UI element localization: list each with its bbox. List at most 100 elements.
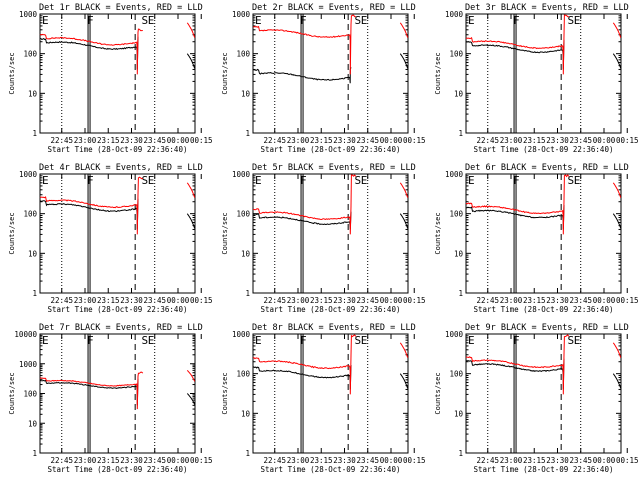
series-line-events — [40, 36, 139, 70]
series-line-events-late — [612, 373, 622, 389]
marker-label: E — [574, 334, 581, 347]
marker-label: E — [468, 334, 475, 347]
chart-panel-2: Det 2r BLACK = Events, RED = LLD 1 10 100 10… — [221, 3, 426, 154]
marker-label: S — [355, 174, 362, 187]
y-axis-label: Counts/sec — [434, 372, 442, 414]
x-tick-label: 00:00 — [380, 136, 403, 145]
chart-panel-3: Det 3r BLACK = Events, RED = LLD 1 10 100 10… — [434, 3, 639, 154]
x-tick-label: 23:00 — [74, 136, 97, 145]
x-tick-label: 23:45 — [569, 296, 592, 305]
x-tick-label: 23:15 — [310, 456, 333, 465]
x-tick-label: 23:00 — [287, 456, 310, 465]
marker-label: E — [574, 14, 581, 27]
marker-label: E — [361, 14, 368, 27]
marker-label: E — [42, 334, 49, 347]
marker-label: E — [148, 174, 155, 187]
plot-frame — [252, 173, 409, 294]
marker-label: F — [87, 334, 94, 347]
x-tick-label: 22:45 — [50, 456, 73, 465]
x-tick-label: 23:30 — [120, 136, 143, 145]
series-line-lld-late — [186, 370, 196, 382]
chart-panel-5: Det 5r BLACK = Events, RED = LLD 1 10 100 10… — [221, 163, 426, 314]
x-tick-label: 23:00 — [74, 296, 97, 305]
series-line-lld — [39, 28, 143, 75]
marker-label: E — [42, 14, 49, 27]
x-tick-label: 23:30 — [120, 456, 143, 465]
x-tick-label: 00:00 — [380, 296, 403, 305]
x-tick-label: 23:00 — [500, 296, 523, 305]
y-axis-label: Counts/sec — [221, 52, 229, 94]
x-tick-label: 23:30 — [333, 136, 356, 145]
y-tick-label: 100 — [449, 210, 463, 219]
y-tick-label: 10 — [28, 249, 38, 258]
chart-panel-9: Det 9r BLACK = Events, RED = LLD 1 10 100 10… — [434, 323, 639, 474]
marker-label: E — [361, 334, 368, 347]
chart-title: Det 9r BLACK = Events, RED = LLD — [465, 323, 629, 333]
series-line-events-late — [186, 213, 196, 229]
y-tick-label: 10 — [28, 419, 38, 428]
series-line-lld — [465, 174, 570, 235]
x-tick-label: 23:30 — [333, 456, 356, 465]
y-tick-label: 1000 — [445, 10, 464, 19]
x-tick-label: 00:15 — [616, 456, 639, 465]
y-tick-label: 1 — [245, 289, 250, 298]
y-tick-label: 1 — [458, 449, 463, 458]
series-line-events — [252, 67, 352, 84]
x-axis-label: Start Time (28-Oct-09 22:36:40) — [261, 465, 401, 474]
x-axis-label: Start Time (28-Oct-09 22:36:40) — [48, 145, 188, 154]
x-tick-label: 23:45 — [569, 456, 592, 465]
x-tick-label: 23:00 — [500, 136, 523, 145]
x-tick-label: 23:15 — [97, 296, 120, 305]
x-tick-label: 00:00 — [593, 136, 616, 145]
chart-panel-8: Det 8r BLACK = Events, RED = LLD 1 10 100 10… — [221, 323, 426, 474]
y-axis-label: Counts/sec — [8, 212, 16, 254]
series-line-lld-late — [612, 22, 622, 38]
y-axis-label: Counts/sec — [8, 52, 16, 94]
series-line-events — [465, 358, 565, 390]
y-tick-label: 100 — [23, 210, 37, 219]
marker-label: F — [300, 174, 307, 187]
series-line-lld — [253, 14, 356, 75]
marker-label: E — [361, 174, 368, 187]
marker-label: E — [42, 174, 49, 187]
chart-title: Det 5r BLACK = Events, RED = LLD — [252, 163, 416, 173]
marker-label: S — [568, 14, 575, 27]
y-tick-label: 1 — [458, 129, 463, 138]
x-axis-label: Start Time (28-Oct-09 22:36:40) — [261, 145, 401, 154]
x-tick-label: 23:30 — [546, 456, 569, 465]
y-tick-label: 10 — [454, 89, 464, 98]
series-line-lld-late — [399, 22, 409, 38]
y-tick-label: 100 — [236, 210, 250, 219]
marker-label: E — [468, 14, 475, 27]
x-tick-label: 23:45 — [143, 456, 166, 465]
x-tick-label: 00:15 — [403, 296, 426, 305]
y-tick-label: 100 — [23, 50, 37, 59]
x-tick-label: 22:45 — [263, 296, 286, 305]
plot-frame — [39, 333, 196, 454]
y-tick-label: 1 — [458, 289, 463, 298]
y-tick-label: 1 — [32, 289, 37, 298]
series-line-lld — [252, 334, 357, 395]
x-tick-label: 00:15 — [403, 136, 426, 145]
x-tick-label: 00:00 — [167, 296, 190, 305]
x-axis-label: Start Time (28-Oct-09 22:36:40) — [48, 305, 188, 314]
y-tick-label: 100 — [23, 390, 37, 399]
y-tick-label: 1000 — [19, 170, 38, 179]
x-axis-label: Start Time (28-Oct-09 22:36:40) — [474, 465, 614, 474]
series-line-lld — [39, 176, 143, 235]
x-tick-label: 23:45 — [356, 296, 379, 305]
y-tick-label: 1 — [245, 129, 250, 138]
plot-frame — [252, 333, 409, 454]
x-tick-label: 00:00 — [593, 456, 616, 465]
y-tick-label: 1000 — [445, 330, 464, 339]
y-tick-label: 1 — [32, 129, 37, 138]
x-tick-label: 00:00 — [167, 456, 190, 465]
series-line-events-late — [612, 53, 622, 69]
x-tick-label: 00:00 — [380, 456, 403, 465]
x-tick-label: 00:00 — [593, 296, 616, 305]
y-tick-label: 10000 — [14, 330, 37, 339]
chart-panel-7: Det 7r BLACK = Events, RED = LLD 1 10 100 10… — [8, 323, 213, 474]
plot-frame — [465, 173, 622, 294]
